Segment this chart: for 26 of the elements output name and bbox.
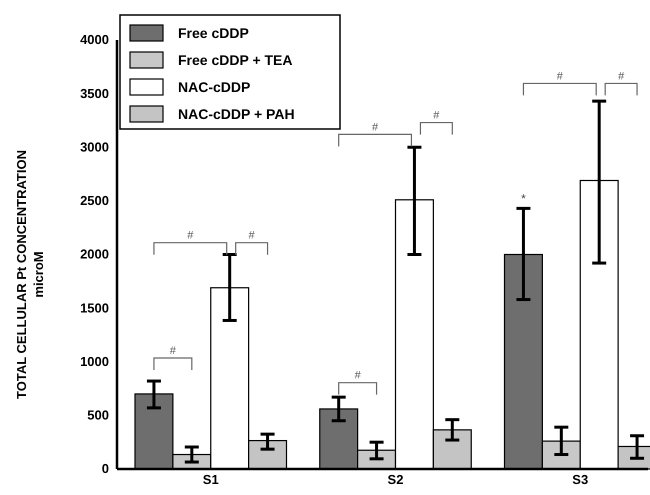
annotation: # (372, 121, 379, 134)
y-axis-title: TOTAL CELLULAR Pt CONCENTRATION microM (14, 150, 46, 399)
y-tick-label: 3000 (80, 139, 109, 154)
annotation: # (187, 230, 194, 242)
legend-label: Free cDDP + TEA (178, 52, 293, 68)
y-tick-label: 1000 (80, 354, 109, 369)
y-tick-label: 500 (87, 408, 109, 423)
annotation: # (556, 70, 564, 82)
y-tick-label: 2500 (80, 193, 109, 208)
annotation: * (521, 191, 526, 206)
annotation: # (354, 370, 362, 382)
legend-label: Free cDDP (178, 25, 249, 41)
annotation: # (248, 230, 256, 242)
x-tick-label: S1 (202, 472, 219, 488)
y-tick-label: 4000 (80, 32, 109, 48)
y-tick-label: 3500 (80, 86, 109, 101)
y-tick-label: 0 (102, 461, 109, 476)
x-tick-label: S2 (388, 472, 404, 488)
annotation: # (170, 344, 177, 357)
y-tick-label: 1500 (80, 300, 109, 316)
legend-label: NAC-cDDP + PAH (178, 106, 295, 122)
annotation: # (618, 70, 626, 82)
annotation: # (433, 110, 440, 122)
y-tick-label: 2000 (80, 246, 109, 262)
x-tick-label: S3 (572, 472, 588, 488)
legend-label: NAC-cDDP (178, 79, 250, 95)
